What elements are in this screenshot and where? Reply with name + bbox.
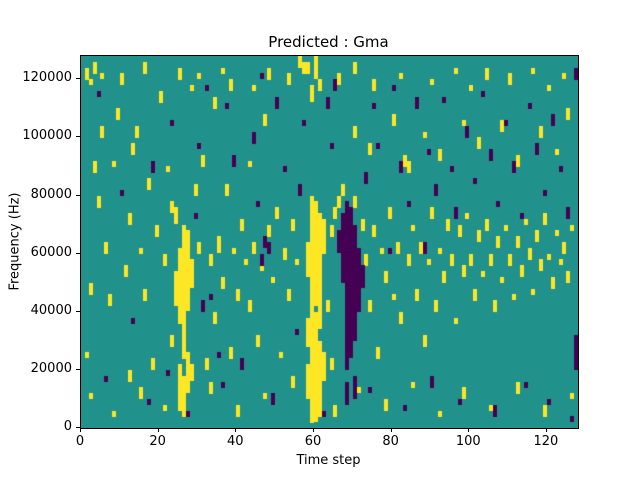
y-tick-mark: [76, 194, 80, 196]
y-tick-label: 0: [63, 419, 72, 434]
x-tick-label: 40: [227, 434, 244, 449]
plot-area: [80, 55, 579, 429]
heatmap-canvas: [81, 56, 578, 428]
y-tick-mark: [76, 427, 80, 428]
x-tick-label: 80: [382, 434, 399, 449]
x-tick-label: 100: [455, 434, 481, 449]
x-tick-label: 120: [533, 434, 559, 449]
x-axis-label: Time step: [296, 453, 361, 468]
y-tick-label: 40000: [30, 302, 72, 318]
x-tick-label: 20: [149, 434, 166, 449]
chart-title: Predicted : Gma: [268, 33, 389, 51]
y-tick-mark: [76, 252, 80, 254]
y-tick-label: 60000: [30, 244, 72, 260]
x-tick-label: 0: [75, 434, 85, 449]
y-tick-label: 100000: [22, 128, 72, 144]
y-tick-label: 80000: [30, 186, 72, 202]
x-tick-label: 60: [304, 434, 322, 449]
x-tick-mark: [80, 428, 81, 432]
x-tick-mark: [390, 428, 392, 432]
y-tick-mark: [76, 310, 80, 312]
y-tick-label: 20000: [30, 360, 72, 376]
x-tick-mark: [157, 428, 159, 432]
y-tick-mark: [76, 136, 80, 138]
y-tick-mark: [76, 368, 80, 370]
x-tick-mark: [235, 428, 237, 432]
y-tick-mark: [76, 78, 80, 80]
y-tick-label: 120000: [22, 70, 72, 86]
x-tick-mark: [545, 428, 547, 432]
x-tick-mark: [468, 428, 470, 432]
x-tick-mark: [312, 428, 314, 432]
